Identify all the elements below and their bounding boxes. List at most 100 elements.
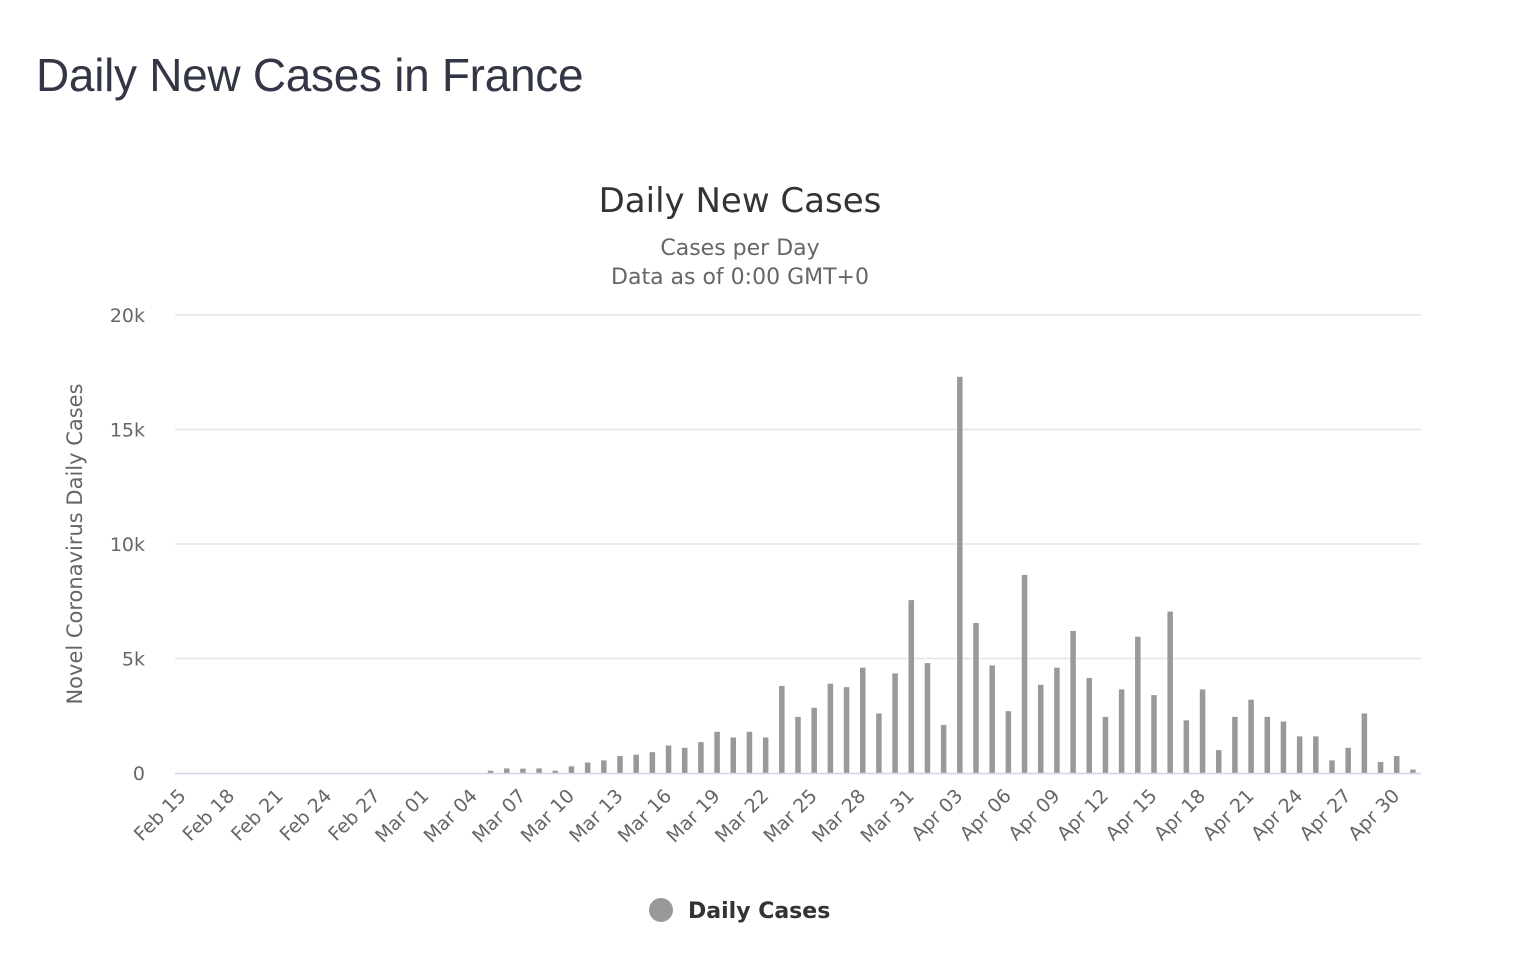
bar[interactable]: [1135, 636, 1141, 773]
x-tick-label: Mar 10: [517, 785, 579, 847]
y-tick-label: 10k: [110, 534, 145, 556]
bar[interactable]: [1118, 689, 1125, 773]
bar[interactable]: [1005, 711, 1012, 773]
x-tick-label: Apr 09: [1004, 785, 1064, 845]
bar[interactable]: [924, 663, 931, 773]
bar[interactable]: [940, 724, 947, 773]
bar[interactable]: [795, 716, 801, 773]
bar[interactable]: [1102, 716, 1109, 773]
x-tick-label: Mar 19: [662, 785, 724, 847]
bar[interactable]: [1296, 736, 1303, 773]
x-tick-label: Feb 18: [178, 785, 239, 846]
bar[interactable]: [1070, 631, 1076, 773]
x-tick-label: Apr 21: [1198, 785, 1258, 845]
bar[interactable]: [487, 770, 494, 773]
bar[interactable]: [843, 687, 850, 773]
bar[interactable]: [1021, 574, 1028, 773]
bar[interactable]: [1377, 762, 1384, 773]
y-tick-label: 5k: [122, 649, 145, 671]
bar[interactable]: [1410, 769, 1416, 773]
bar[interactable]: [1167, 611, 1173, 773]
x-tick-label: Apr 30: [1344, 785, 1404, 845]
chart-subtitle-line-1: Cases per Day: [660, 236, 819, 261]
bar[interactable]: [536, 768, 542, 773]
bar-series-daily-cases[interactable]: [487, 376, 1416, 773]
bar[interactable]: [649, 752, 656, 773]
bar[interactable]: [568, 766, 575, 773]
x-tick-label: Mar 28: [808, 785, 870, 847]
bar[interactable]: [584, 762, 591, 773]
x-tick-label: Mar 16: [614, 785, 676, 847]
y-axis-label: Novel Coronavirus Daily Cases: [63, 383, 87, 704]
x-tick-label: Apr 18: [1150, 785, 1210, 845]
y-axis-ticks: 0 5k 10k 15k 20k: [110, 305, 145, 785]
legend-marker-daily-cases[interactable]: [649, 898, 673, 922]
bar[interactable]: [762, 737, 769, 773]
bar[interactable]: [827, 683, 834, 773]
x-tick-label: Mar 07: [468, 785, 530, 847]
bar[interactable]: [1199, 689, 1206, 773]
bar[interactable]: [698, 742, 704, 773]
x-tick-label: Feb 24: [276, 785, 337, 846]
x-tick-label: Apr 06: [956, 785, 1016, 845]
x-tick-label: Apr 15: [1101, 785, 1161, 845]
bar[interactable]: [811, 707, 817, 773]
x-tick-label: Feb 21: [227, 785, 288, 846]
bar[interactable]: [746, 731, 753, 773]
x-tick-label: Mar 25: [759, 785, 821, 847]
gridlines: [175, 314, 1421, 660]
bar[interactable]: [601, 760, 607, 773]
bar[interactable]: [1037, 684, 1044, 773]
bar[interactable]: [665, 745, 672, 773]
bar[interactable]: [1361, 713, 1368, 773]
bar[interactable]: [520, 768, 526, 773]
bar[interactable]: [1151, 695, 1157, 773]
legend-label-daily-cases[interactable]: Daily Cases: [688, 899, 830, 924]
bar[interactable]: [552, 770, 559, 773]
chart-title: Daily New Cases: [599, 181, 882, 221]
x-tick-label: Apr 27: [1296, 785, 1356, 845]
x-tick-label: Feb 15: [130, 785, 191, 846]
bar[interactable]: [779, 685, 785, 773]
bar[interactable]: [1313, 736, 1319, 773]
bar[interactable]: [908, 600, 915, 773]
legend[interactable]: Daily Cases: [649, 898, 830, 924]
page-heading: Daily New Cases in France: [36, 49, 584, 101]
x-tick-label: Mar 22: [711, 785, 773, 847]
bar[interactable]: [1264, 716, 1271, 773]
bar[interactable]: [1054, 667, 1060, 773]
y-tick-label: 15k: [110, 420, 145, 442]
x-tick-label: Mar 01: [371, 785, 433, 847]
bar[interactable]: [859, 667, 866, 773]
bar[interactable]: [892, 673, 898, 773]
bar[interactable]: [957, 376, 963, 773]
bar[interactable]: [633, 754, 639, 773]
bar[interactable]: [617, 756, 623, 773]
bar[interactable]: [1248, 699, 1254, 773]
x-tick-label: Apr 03: [907, 785, 967, 845]
x-tick-label: Apr 24: [1247, 785, 1307, 845]
bar[interactable]: [714, 731, 720, 773]
bar[interactable]: [1329, 760, 1335, 773]
bar[interactable]: [876, 713, 882, 773]
bar[interactable]: [1215, 750, 1222, 773]
bar[interactable]: [989, 665, 995, 773]
chart-subtitle-line-2: Data as of 0:00 GMT+0: [611, 265, 869, 290]
x-tick-label: Mar 13: [565, 785, 627, 847]
bar[interactable]: [1183, 720, 1190, 773]
x-tick-label: Mar 04: [420, 785, 482, 847]
bar[interactable]: [681, 747, 688, 773]
bar[interactable]: [1345, 747, 1351, 773]
bar[interactable]: [503, 768, 510, 773]
bar[interactable]: [1280, 721, 1287, 773]
x-tick-label: Apr 12: [1053, 785, 1113, 845]
bar[interactable]: [1393, 756, 1400, 773]
bar[interactable]: [973, 623, 979, 773]
x-tick-label: Mar 31: [857, 785, 919, 847]
bar[interactable]: [1232, 716, 1238, 773]
bar[interactable]: [1086, 677, 1093, 773]
y-tick-label: 0: [133, 763, 145, 785]
bar[interactable]: [730, 737, 737, 773]
